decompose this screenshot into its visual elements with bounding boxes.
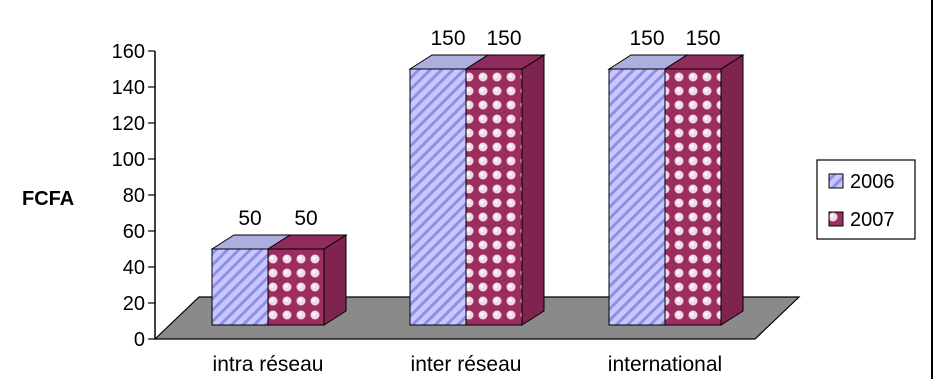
data-label-2007-inter réseau: 150: [486, 27, 521, 50]
data-labels: 50 50 150 150 150 150: [238, 27, 720, 230]
bar-top-2007-inter réseau: [464, 54, 546, 70]
data-label-2006-intra réseau: 50: [238, 207, 261, 230]
bars: [210, 54, 745, 326]
y-tick-label: 80: [123, 185, 145, 207]
bar-2007-intra réseau: [267, 248, 325, 326]
legend-label-2006: 2006: [850, 171, 895, 193]
bar-2006-inter réseau: [409, 68, 467, 326]
legend-label-2007: 2007: [850, 209, 895, 231]
bar-2006-intra réseau: [211, 248, 269, 326]
bar-top-2007-international: [663, 54, 745, 70]
data-label-2007-international: 150: [685, 27, 720, 50]
x-axis-labels: intra réseau inter réseau international: [213, 353, 723, 376]
bar-2007-international: [664, 68, 722, 326]
category-label-international: international: [608, 353, 722, 376]
legend: 2006 2007: [816, 159, 916, 240]
y-tick-label: 100: [112, 149, 145, 171]
y-tick-label: 20: [123, 293, 145, 315]
data-label-2006-international: 150: [629, 27, 664, 50]
bar-2007-inter réseau: [465, 68, 523, 326]
data-label-2006-inter réseau: 150: [430, 27, 465, 50]
bar-2006-international: [608, 68, 666, 326]
legend-swatch-2007: [828, 211, 844, 227]
bar-side-2007-inter réseau: [521, 54, 545, 326]
y-tick-label: 120: [112, 113, 145, 135]
bar-side-2007-intra réseau: [323, 234, 347, 326]
bar-side-2007-international: [720, 54, 744, 326]
y-axis-label: FCFA: [22, 188, 74, 210]
category-label-intra réseau: intra réseau: [213, 353, 324, 376]
y-tick-label: 160: [112, 41, 145, 63]
category-label-inter réseau: inter réseau: [411, 353, 522, 376]
bar-top-2007-intra réseau: [266, 234, 348, 250]
data-label-2007-intra réseau: 50: [294, 207, 317, 230]
y-tick-label: 40: [123, 257, 145, 279]
legend-swatch-2006: [828, 173, 844, 189]
y-tick-label: 140: [112, 77, 145, 99]
y-axis: 0 20 40 60 80 100 120 140 160: [112, 41, 156, 351]
y-tick-label: 0: [134, 329, 145, 351]
y-tick-label: 60: [123, 221, 145, 243]
